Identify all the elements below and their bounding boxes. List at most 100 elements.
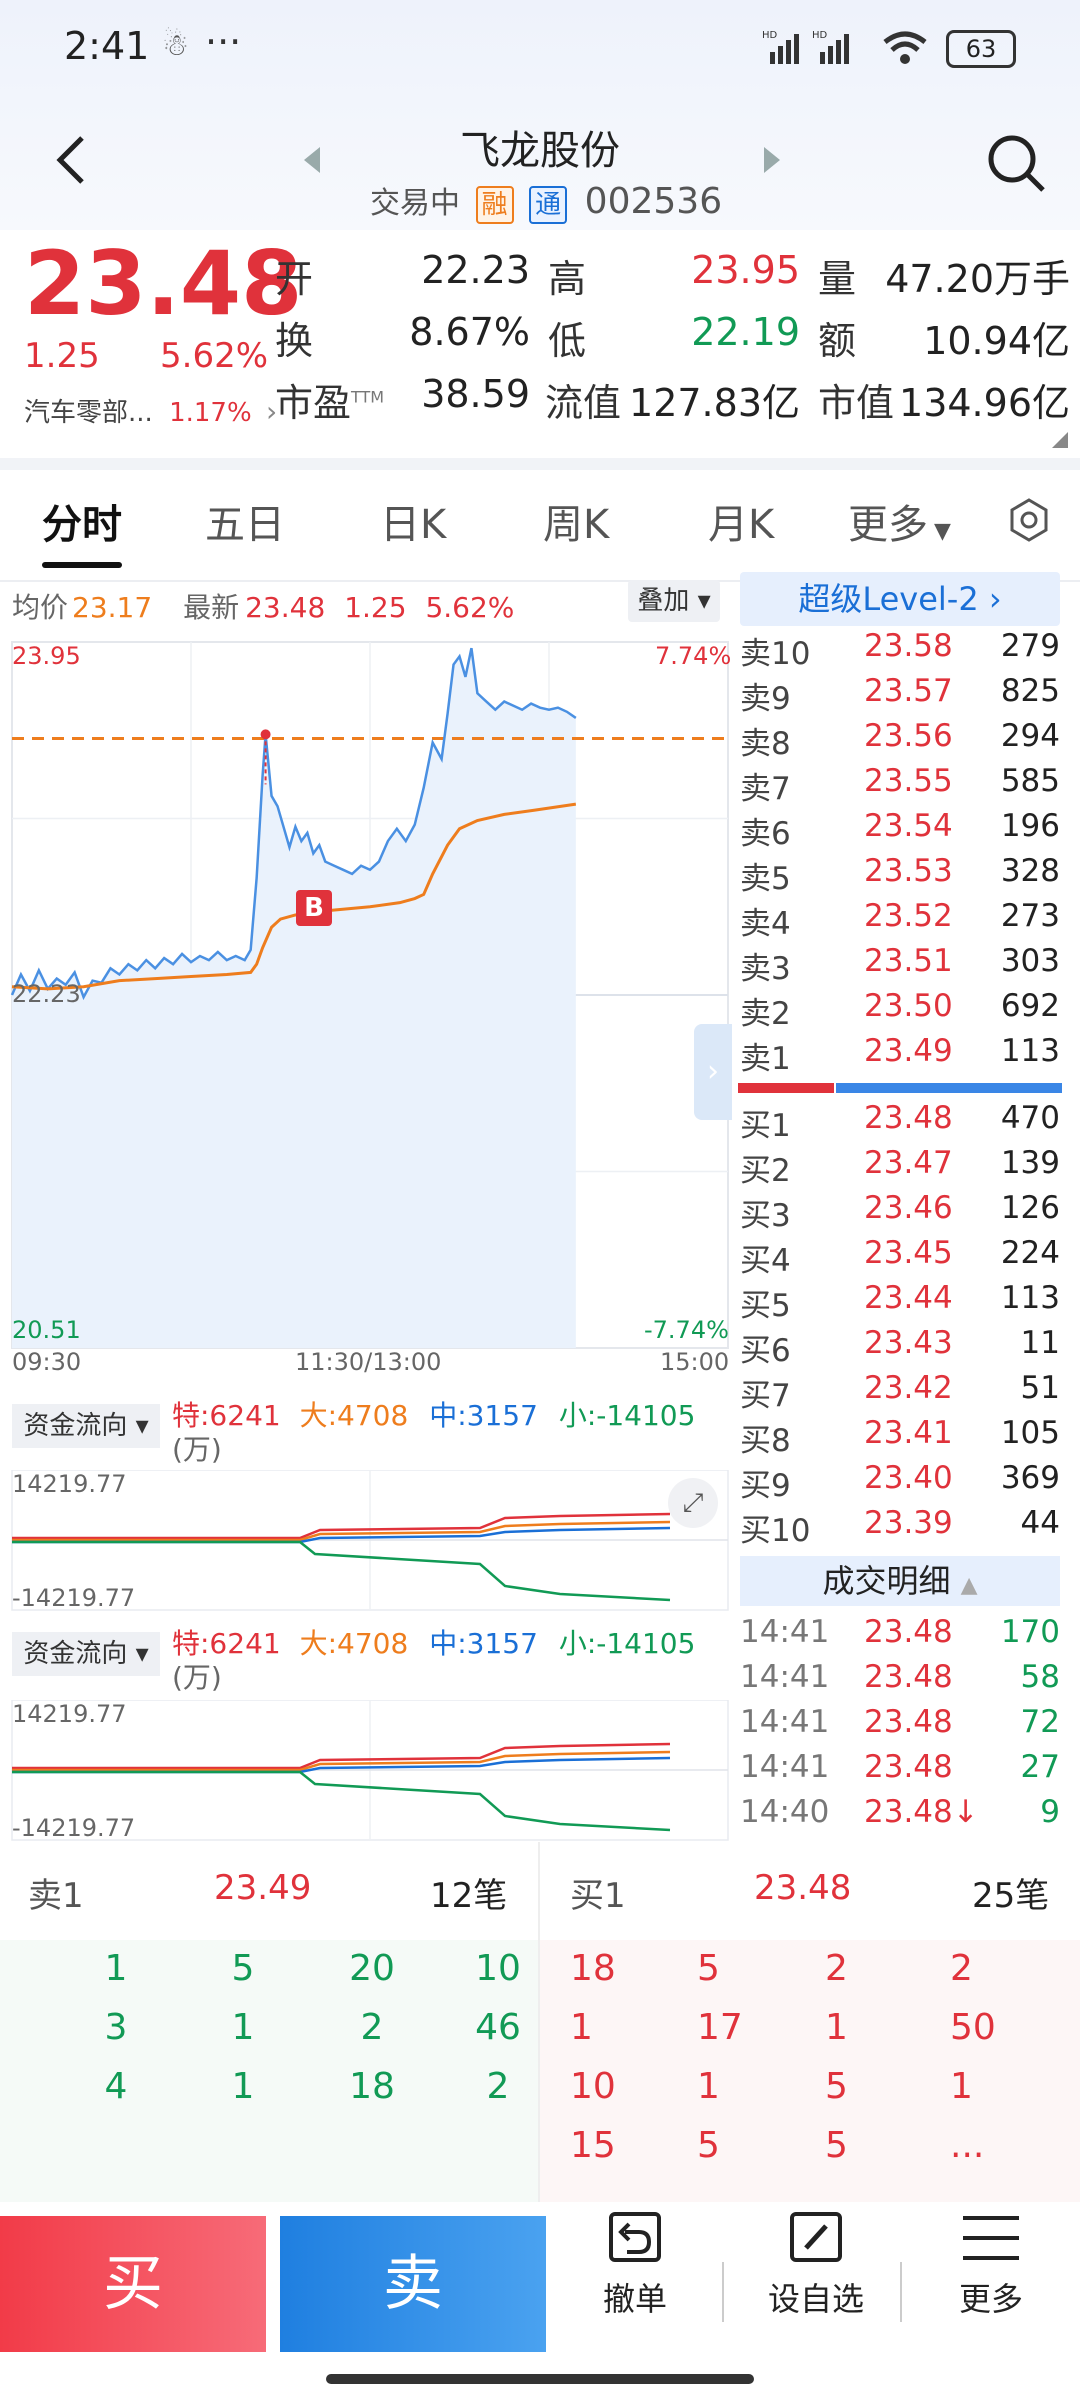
float-cap-value: 127.83亿 xyxy=(629,381,800,425)
trade-volume: 27 xyxy=(1020,1749,1060,1785)
tab-weekly-k[interactable]: 周K xyxy=(543,502,610,548)
bids-row[interactable]: 买10 23.39 44 xyxy=(738,1505,1060,1550)
trade-row: 14:41 23.48 27 xyxy=(738,1749,1060,1794)
bids-row[interactable]: 买6 23.43 11 xyxy=(738,1325,1060,1370)
level2-button[interactable]: 超级Level-2 › xyxy=(740,572,1060,626)
fund-flow-min-1: -14219.77 xyxy=(12,1584,136,1612)
asks-row[interactable]: 卖2 23.50 692 xyxy=(738,988,1060,1033)
queue-sell-cell: 10 xyxy=(475,1948,521,1989)
trade-time: 14:41 xyxy=(740,1749,830,1785)
tab-daily-k[interactable]: 日K xyxy=(380,502,447,548)
queue-buy-cell: 17 xyxy=(697,2007,743,2048)
buy-button-label: 买 xyxy=(103,2249,163,2319)
edit-icon xyxy=(790,2212,842,2262)
queue-sell-cell: 1 xyxy=(231,2007,255,2048)
menu-icon xyxy=(963,2216,1019,2260)
low-value: 22.19 xyxy=(691,310,800,354)
queue-sell-cell: 5 xyxy=(231,1948,255,1989)
price-change: 1.25 xyxy=(24,336,100,376)
overlay-button[interactable]: 叠加 ▾ xyxy=(628,580,720,622)
queue-buy-cell: ... xyxy=(950,2125,985,2166)
bids-row[interactable]: 买1 23.48 470 xyxy=(738,1100,1060,1145)
fund-flow-legend-1: 特:6241 大:4708 中:3157 小:-14105 xyxy=(172,1399,696,1432)
bids-row[interactable]: 买3 23.46 126 xyxy=(738,1190,1060,1235)
asks-row[interactable]: 卖5 23.53 328 xyxy=(738,853,1060,898)
asks-row[interactable]: 卖4 23.52 273 xyxy=(738,898,1060,943)
bids-volume: 11 xyxy=(1020,1325,1060,1361)
intraday-chart[interactable] xyxy=(0,630,735,1350)
bids-row[interactable]: 买5 23.44 113 xyxy=(738,1280,1060,1325)
amount-label: 额 xyxy=(818,319,857,363)
toolbar-divider-1 xyxy=(722,2262,724,2322)
volume-value: 47.20万手 xyxy=(885,257,1070,301)
fullscreen-icon[interactable]: ⤢ xyxy=(668,1478,718,1528)
trade-time: 14:41 xyxy=(740,1659,830,1695)
prev-stock-icon[interactable] xyxy=(300,145,324,179)
battery-icon: 63 xyxy=(946,30,1016,68)
queue-buy-price: 23.48 xyxy=(754,1868,852,1908)
bids-row[interactable]: 买8 23.41 105 xyxy=(738,1415,1060,1460)
asks-volume: 273 xyxy=(1000,898,1060,934)
fund-flow-dropdown-2[interactable]: 资金流向 ▾ xyxy=(12,1632,160,1676)
asks-label: 卖2 xyxy=(740,996,791,1032)
asks-price: 23.50 xyxy=(864,988,953,1024)
search-icon[interactable] xyxy=(985,132,1049,200)
sector-name: 汽车零部... xyxy=(24,398,153,428)
trade-time: 14:41 xyxy=(740,1614,830,1650)
asks-label: 卖10 xyxy=(740,636,811,672)
tab-monthly-k[interactable]: 月K xyxy=(708,502,775,548)
queue-sell-cell: 3 xyxy=(104,2007,128,2048)
amount-value: 10.94亿 xyxy=(923,319,1070,363)
bids-price: 23.47 xyxy=(864,1145,953,1181)
sector-link[interactable]: 汽车零部... 1.17% › xyxy=(24,392,277,429)
asks-row[interactable]: 卖8 23.56 294 xyxy=(738,718,1060,763)
settings-icon[interactable] xyxy=(1005,496,1053,548)
bids-label: 买3 xyxy=(740,1198,791,1234)
asks-row[interactable]: 卖3 23.51 303 xyxy=(738,943,1060,988)
trade-details-header[interactable]: 成交明细 ▲ xyxy=(740,1556,1060,1606)
asks-volume: 196 xyxy=(1000,808,1060,844)
asks-label: 卖8 xyxy=(740,726,791,762)
bids-price: 23.43 xyxy=(864,1325,953,1361)
expand-panel-handle[interactable]: › xyxy=(694,1024,732,1120)
tab-five-day[interactable]: 五日 xyxy=(205,502,285,548)
cancel-order-button[interactable]: 撤单 xyxy=(580,2210,690,2320)
bids-row[interactable]: 买2 23.47 139 xyxy=(738,1145,1060,1190)
queue-sell-cell: 18 xyxy=(349,2066,395,2107)
asks-price: 23.49 xyxy=(864,1033,953,1069)
active-tab-indicator xyxy=(42,562,122,568)
asks-row[interactable]: 卖6 23.54 196 xyxy=(738,808,1060,853)
bids-row[interactable]: 买9 23.40 369 xyxy=(738,1460,1060,1505)
bids-row[interactable]: 买4 23.45 224 xyxy=(738,1235,1060,1280)
next-stock-icon[interactable] xyxy=(760,145,784,179)
asks-row[interactable]: 卖7 23.55 585 xyxy=(738,763,1060,808)
open-value: 22.23 xyxy=(421,248,530,292)
queue-buy-cell: 1 xyxy=(825,2007,848,2048)
expand-corner-icon[interactable] xyxy=(1050,430,1070,454)
tab-intraday[interactable]: 分时 xyxy=(42,502,122,548)
pe-label: 市盈TTM xyxy=(275,381,385,425)
queue-sell-cell: 46 xyxy=(475,2007,521,2048)
home-indicator[interactable] xyxy=(326,2374,754,2384)
fund-flow-dropdown-1[interactable]: 资金流向 ▾ xyxy=(12,1404,160,1448)
queue-buy-count: 25笔 xyxy=(972,1876,1050,1916)
buy-marker[interactable]: B xyxy=(296,890,332,926)
more-button[interactable]: 更多 xyxy=(936,2210,1046,2320)
sell-button[interactable]: 卖 xyxy=(280,2216,546,2352)
asks-row[interactable]: 卖9 23.57 825 xyxy=(738,673,1060,718)
asks-row[interactable]: 卖10 23.58 279 xyxy=(738,628,1060,673)
asks-row[interactable]: 卖1 23.49 113 xyxy=(738,1033,1060,1078)
bids-row[interactable]: 买7 23.42 51 xyxy=(738,1370,1060,1415)
x-tick-mid: 11:30/13:00 xyxy=(295,1348,442,1376)
flow-line-small xyxy=(12,1540,671,1602)
queue-sell-label: 卖1 xyxy=(28,1876,84,1916)
add-watchlist-button[interactable]: 设自选 xyxy=(756,2210,876,2320)
bids-volume: 470 xyxy=(1000,1100,1060,1136)
fund-flow-unit-1: (万) xyxy=(172,1433,222,1466)
wifi-icon xyxy=(880,28,930,72)
queue-buy-cell: 1 xyxy=(697,2066,720,2107)
buy-button[interactable]: 买 xyxy=(0,2216,266,2352)
tab-more[interactable]: 更多 ▼ xyxy=(848,502,951,548)
bids-label: 买9 xyxy=(740,1468,791,1504)
back-icon[interactable] xyxy=(50,130,90,194)
